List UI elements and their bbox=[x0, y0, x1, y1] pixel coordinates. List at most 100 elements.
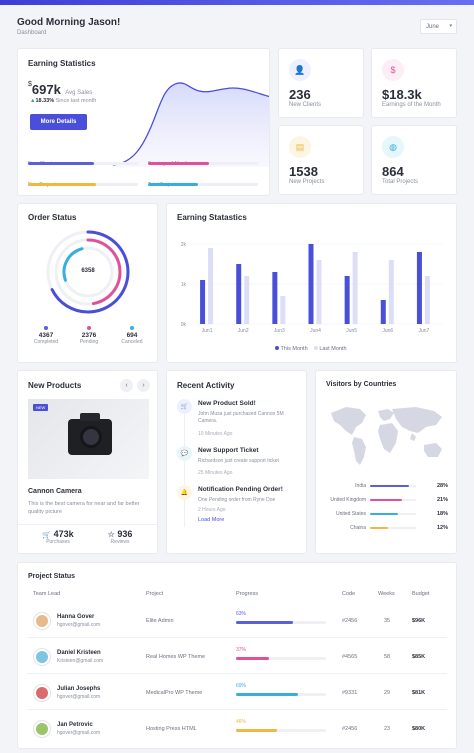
team-lead-name: Julian Josephs bbox=[57, 686, 101, 692]
activity-timeline bbox=[184, 407, 185, 527]
x-tick-label: Jun5 bbox=[346, 328, 357, 334]
team-lead-email: hgover@gmail.com bbox=[57, 622, 101, 628]
order-status-card: Order Status 6358 4367 Completed 2376 Pe… bbox=[17, 203, 158, 363]
stat-card-new-projects: ▤ 1538 New Projects bbox=[278, 125, 364, 195]
x-tick-label: Jun4 bbox=[310, 328, 321, 334]
project-code: #2456 bbox=[342, 618, 358, 624]
card-title: Earning Statistics bbox=[28, 59, 96, 68]
project-weeks: 35 bbox=[384, 618, 391, 624]
order-legend-pending: 2376 Pending bbox=[73, 326, 105, 345]
bar-last-month bbox=[424, 276, 430, 324]
y-tick-label: 2k bbox=[181, 242, 187, 248]
stat-value: 864 bbox=[382, 164, 404, 179]
col-header-progress: Progress bbox=[236, 591, 259, 597]
carousel-next-button[interactable]: › bbox=[137, 379, 150, 392]
team-lead-name: Hanna Gover bbox=[57, 614, 95, 620]
more-details-button[interactable]: More Details bbox=[30, 114, 87, 130]
team-lead-email: Kristeen@gmail.com bbox=[57, 658, 104, 664]
month-select[interactable]: June ▾ bbox=[420, 19, 457, 34]
carousel-prev-button[interactable]: ‹ bbox=[120, 379, 133, 392]
globe-icon: ◍ bbox=[382, 136, 404, 158]
progress-fill bbox=[236, 621, 293, 624]
product-description: This is the best camera for near and far… bbox=[28, 501, 140, 515]
metric-earnings-of-month: Earnings of Month bbox=[148, 152, 258, 167]
bar-this-month bbox=[272, 272, 278, 324]
product-divider bbox=[18, 524, 157, 525]
country-row-united-states: United States 18% bbox=[335, 511, 448, 517]
stat-card-total-projects: ◍ 864 Total Projects bbox=[371, 125, 457, 195]
cart-icon: 🛒 bbox=[177, 399, 192, 414]
project-name: Hosting Press HTML bbox=[146, 726, 197, 732]
bar-last-month bbox=[208, 248, 214, 324]
legend-this-month: This Month bbox=[280, 346, 308, 352]
progress-label: 63% bbox=[236, 611, 247, 617]
card-title: Visitors by Countries bbox=[326, 381, 397, 388]
x-tick-label: Jun7 bbox=[419, 328, 430, 334]
row-divider bbox=[27, 709, 447, 710]
star-icon: ☆ bbox=[107, 530, 115, 539]
dollar-icon: $ bbox=[382, 59, 404, 81]
project-status-card: Project Status bbox=[17, 562, 457, 749]
col-header-team-lead: Team Lead bbox=[33, 591, 61, 597]
bar-this-month bbox=[416, 252, 422, 324]
legend-dot-this-month bbox=[275, 346, 279, 350]
reviews-stat: ☆ 936 Reviews bbox=[107, 529, 133, 545]
project-budget: $85K bbox=[412, 654, 426, 660]
project-name: Elite Admin bbox=[146, 618, 174, 624]
team-lead-name: Daniel Kristeen bbox=[57, 650, 101, 656]
y-tick-label: 0k bbox=[181, 322, 187, 328]
project-budget: $81K bbox=[412, 690, 426, 696]
x-tick-label: Jun6 bbox=[382, 328, 393, 334]
progress-label: 37% bbox=[236, 647, 247, 653]
avatar bbox=[34, 721, 50, 737]
earnings-area-chart bbox=[113, 82, 269, 167]
stat-value: 1538 bbox=[289, 164, 318, 179]
earning-bar-chart: 0k 1k 2k Jun1 Jun2 Jun3 Jun4 Jun5 Jun6 Jun7 bbox=[181, 242, 442, 334]
chart-legend: This Month Last Month bbox=[275, 346, 347, 352]
project-weeks: 58 bbox=[384, 654, 391, 660]
bar-last-month bbox=[316, 260, 322, 324]
load-more-link[interactable]: Load More bbox=[198, 517, 225, 523]
project-budget: $96K bbox=[412, 618, 426, 624]
cart-icon: 🛒 bbox=[42, 532, 52, 539]
project-name: Real Homes WP Theme bbox=[146, 654, 206, 660]
product-name: Cannon Camera bbox=[28, 488, 82, 495]
stat-label: New Clients bbox=[289, 102, 322, 108]
order-legend-canceled: 694 Canceled bbox=[116, 326, 148, 345]
stat-card-new-clients: 👤 236 New Clients bbox=[278, 48, 364, 118]
metric-new-clients: New Clients bbox=[28, 152, 138, 167]
project-weeks: 29 bbox=[384, 690, 391, 696]
col-header-budget: Budget bbox=[412, 591, 430, 597]
stat-label: New Projects bbox=[289, 179, 325, 185]
camera-top bbox=[80, 413, 100, 421]
new-badge: NEW bbox=[33, 404, 49, 411]
row-divider bbox=[27, 673, 447, 674]
metric-new-projects: New Projects bbox=[28, 173, 138, 188]
progress-label: 69% bbox=[236, 683, 247, 689]
new-products-card: New Products ‹ › NEW Cannon Camera This … bbox=[17, 370, 158, 554]
progress-track bbox=[236, 729, 326, 732]
legend-dot-last-month bbox=[313, 346, 318, 350]
country-row-india: India 28% bbox=[355, 483, 448, 489]
project-name: MedicalPro WP Theme bbox=[146, 690, 203, 696]
stat-label: Total Projects bbox=[382, 179, 419, 185]
bell-icon: 🔔 bbox=[177, 485, 192, 500]
card-title: Earning Statastics bbox=[177, 213, 247, 222]
product-image: NEW bbox=[28, 399, 149, 479]
file-icon: ▤ bbox=[289, 136, 311, 158]
x-tick-label: Jun2 bbox=[238, 328, 249, 334]
progress-track bbox=[236, 657, 326, 660]
stat-value: 236 bbox=[289, 87, 311, 102]
avatar bbox=[34, 613, 50, 629]
row-divider bbox=[27, 637, 447, 638]
stat-value: $18.3k bbox=[382, 87, 422, 102]
avg-sales-value: $697k Avg Sales bbox=[28, 81, 93, 97]
x-tick-label: Jun3 bbox=[274, 328, 285, 334]
camera-lens-icon bbox=[80, 426, 102, 448]
legend-last-month: Last Month bbox=[319, 346, 347, 352]
country-row-chaina: Chaina 12% bbox=[350, 525, 448, 531]
bar-this-month bbox=[308, 244, 314, 324]
order-legend-completed: 4367 Completed bbox=[30, 326, 62, 345]
breadcrumb: Dashboard bbox=[17, 30, 47, 36]
project-weeks: 23 bbox=[384, 726, 391, 732]
